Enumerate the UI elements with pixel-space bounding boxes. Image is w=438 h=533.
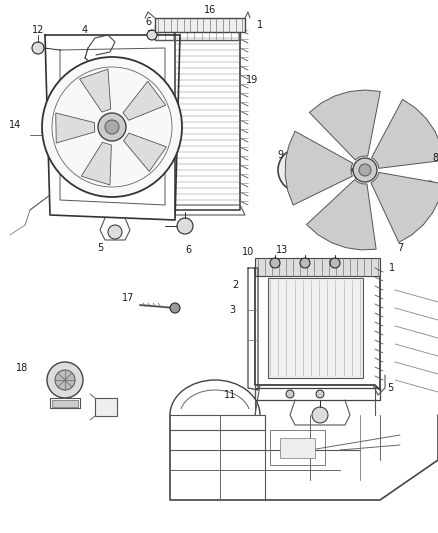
Text: 16: 16 (204, 5, 216, 15)
Circle shape (270, 258, 280, 268)
Polygon shape (285, 131, 353, 205)
Circle shape (42, 57, 182, 197)
Circle shape (353, 158, 377, 182)
Polygon shape (124, 133, 166, 172)
Circle shape (278, 148, 322, 192)
Circle shape (177, 218, 193, 234)
Text: 5: 5 (97, 243, 103, 253)
Bar (52, 400, 78, 407)
Circle shape (98, 113, 126, 141)
Circle shape (312, 407, 328, 423)
Text: 8: 8 (432, 153, 438, 163)
Text: 3: 3 (229, 305, 235, 315)
Circle shape (47, 362, 83, 398)
Text: 19: 19 (246, 75, 258, 85)
Text: 5: 5 (387, 383, 393, 393)
Circle shape (55, 370, 75, 390)
Circle shape (330, 258, 340, 268)
Text: 7: 7 (397, 243, 403, 253)
Polygon shape (307, 180, 376, 250)
Text: 12: 12 (32, 25, 44, 35)
Polygon shape (123, 82, 166, 120)
Text: 11: 11 (224, 390, 236, 400)
Polygon shape (309, 90, 380, 160)
Text: 1: 1 (257, 20, 263, 30)
Circle shape (316, 390, 324, 398)
Polygon shape (371, 173, 438, 243)
Circle shape (32, 42, 44, 54)
Bar (280, 438, 315, 458)
Text: 2: 2 (232, 280, 238, 290)
Text: 6: 6 (185, 245, 191, 255)
Text: 18: 18 (16, 363, 28, 373)
Polygon shape (81, 142, 111, 185)
Circle shape (295, 165, 305, 175)
Circle shape (300, 258, 310, 268)
Polygon shape (371, 99, 438, 168)
Text: 17: 17 (122, 293, 134, 303)
Bar (255, 258, 380, 276)
Circle shape (170, 303, 180, 313)
Circle shape (426, 181, 434, 189)
Circle shape (105, 120, 119, 134)
Circle shape (147, 30, 157, 40)
Text: 4: 4 (82, 25, 88, 35)
Circle shape (288, 158, 312, 182)
Text: 14: 14 (9, 120, 21, 130)
Circle shape (108, 225, 122, 239)
Polygon shape (56, 113, 95, 143)
Text: 10: 10 (242, 247, 254, 257)
Text: 1: 1 (389, 263, 395, 273)
Text: 9: 9 (277, 150, 283, 160)
Circle shape (286, 390, 294, 398)
Text: 6: 6 (145, 17, 151, 27)
Circle shape (359, 164, 371, 176)
Bar (268, 278, 363, 378)
Bar (95, 398, 117, 416)
Bar (270, 430, 325, 465)
Bar (155, 18, 245, 32)
Polygon shape (80, 69, 111, 112)
Text: 13: 13 (276, 245, 288, 255)
